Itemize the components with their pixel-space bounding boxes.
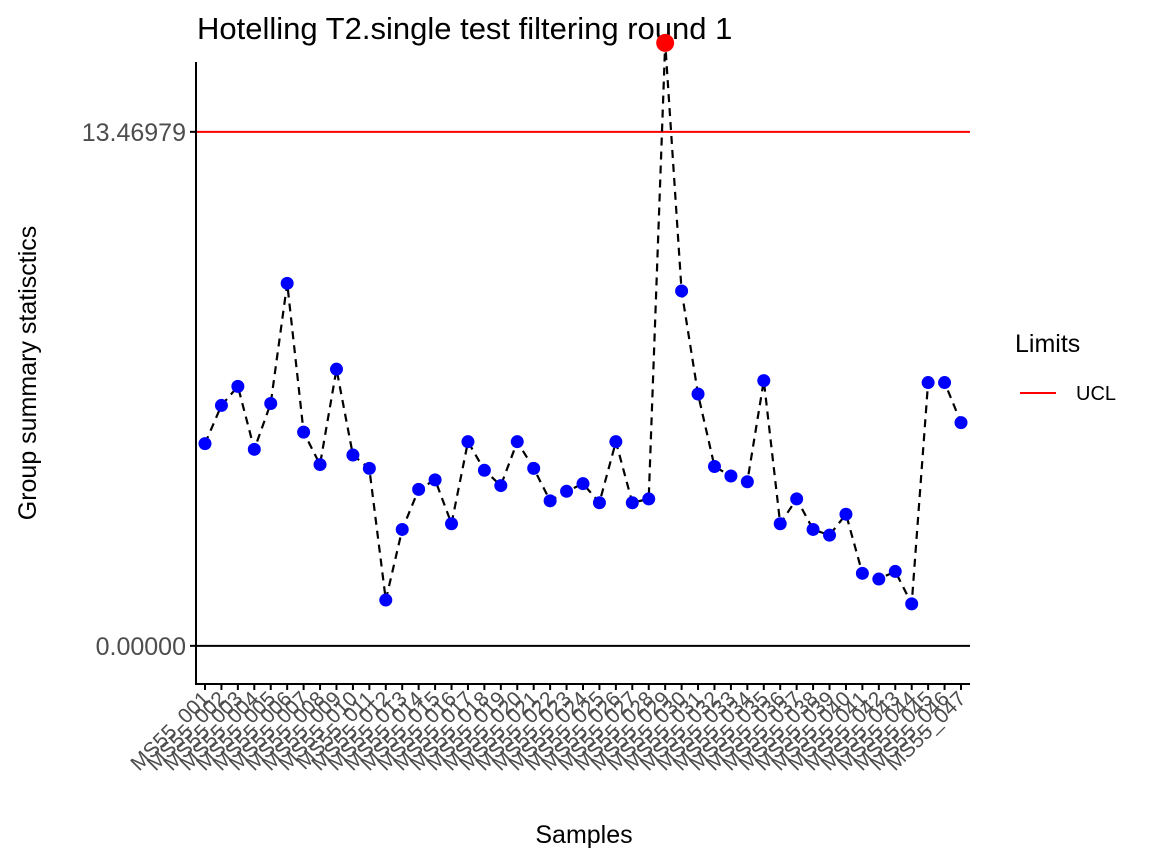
data-point xyxy=(543,494,557,508)
series-line xyxy=(203,42,963,608)
legend-label-ucl: UCL xyxy=(1076,383,1116,405)
data-point xyxy=(823,528,837,542)
data-point xyxy=(362,461,376,475)
data-point xyxy=(691,387,705,401)
chart-title: Hotelling T2.single test filtering round… xyxy=(197,11,732,46)
data-point xyxy=(395,522,409,536)
data-point xyxy=(428,473,442,487)
data-point xyxy=(494,479,508,493)
data-point xyxy=(888,564,902,578)
data-point xyxy=(790,492,804,506)
data-point xyxy=(346,448,360,462)
data-point xyxy=(297,425,311,439)
data-point xyxy=(329,362,343,376)
data-point xyxy=(231,379,245,393)
y-axis-ticks: 0.00000 13.46979 xyxy=(82,119,196,661)
data-point xyxy=(855,566,869,580)
data-point xyxy=(872,572,886,586)
data-points xyxy=(198,33,968,611)
data-point xyxy=(214,398,228,412)
data-point xyxy=(412,482,426,496)
data-point xyxy=(773,517,787,531)
data-point xyxy=(477,463,491,477)
data-point xyxy=(609,435,623,449)
data-point xyxy=(592,496,606,510)
legend-title: Limits xyxy=(1015,330,1080,358)
plot-area xyxy=(196,33,970,647)
data-point xyxy=(313,458,327,472)
data-point xyxy=(510,435,524,449)
data-point xyxy=(247,442,261,456)
x-axis-ticks: MS55_001MS55_002MS55_003MS55_004MS55_005… xyxy=(126,684,971,775)
data-point-out-of-control xyxy=(656,33,675,52)
data-point xyxy=(905,597,919,611)
data-point xyxy=(839,507,853,521)
data-point xyxy=(707,459,721,473)
data-point xyxy=(527,461,541,475)
data-point xyxy=(264,397,278,411)
data-point xyxy=(938,376,952,390)
data-point xyxy=(625,496,639,510)
data-point xyxy=(576,477,590,491)
data-point xyxy=(757,374,771,388)
data-point xyxy=(806,522,820,536)
data-point xyxy=(280,276,294,290)
data-point xyxy=(461,435,475,449)
y-axis-title: Group summary statisctics xyxy=(14,226,42,521)
legend: Limits UCL xyxy=(1015,330,1116,405)
data-point xyxy=(921,376,935,390)
data-point xyxy=(642,492,656,506)
x-axis-title: Samples xyxy=(535,821,632,849)
data-point xyxy=(740,475,754,489)
y-tick-label: 0.00000 xyxy=(96,633,186,661)
data-point xyxy=(560,484,574,498)
data-point xyxy=(379,593,393,607)
data-point xyxy=(198,437,212,451)
data-point xyxy=(724,469,738,483)
data-point xyxy=(445,517,459,531)
data-point xyxy=(675,284,689,298)
y-tick-label: 13.46979 xyxy=(82,119,186,147)
data-point xyxy=(954,416,968,430)
